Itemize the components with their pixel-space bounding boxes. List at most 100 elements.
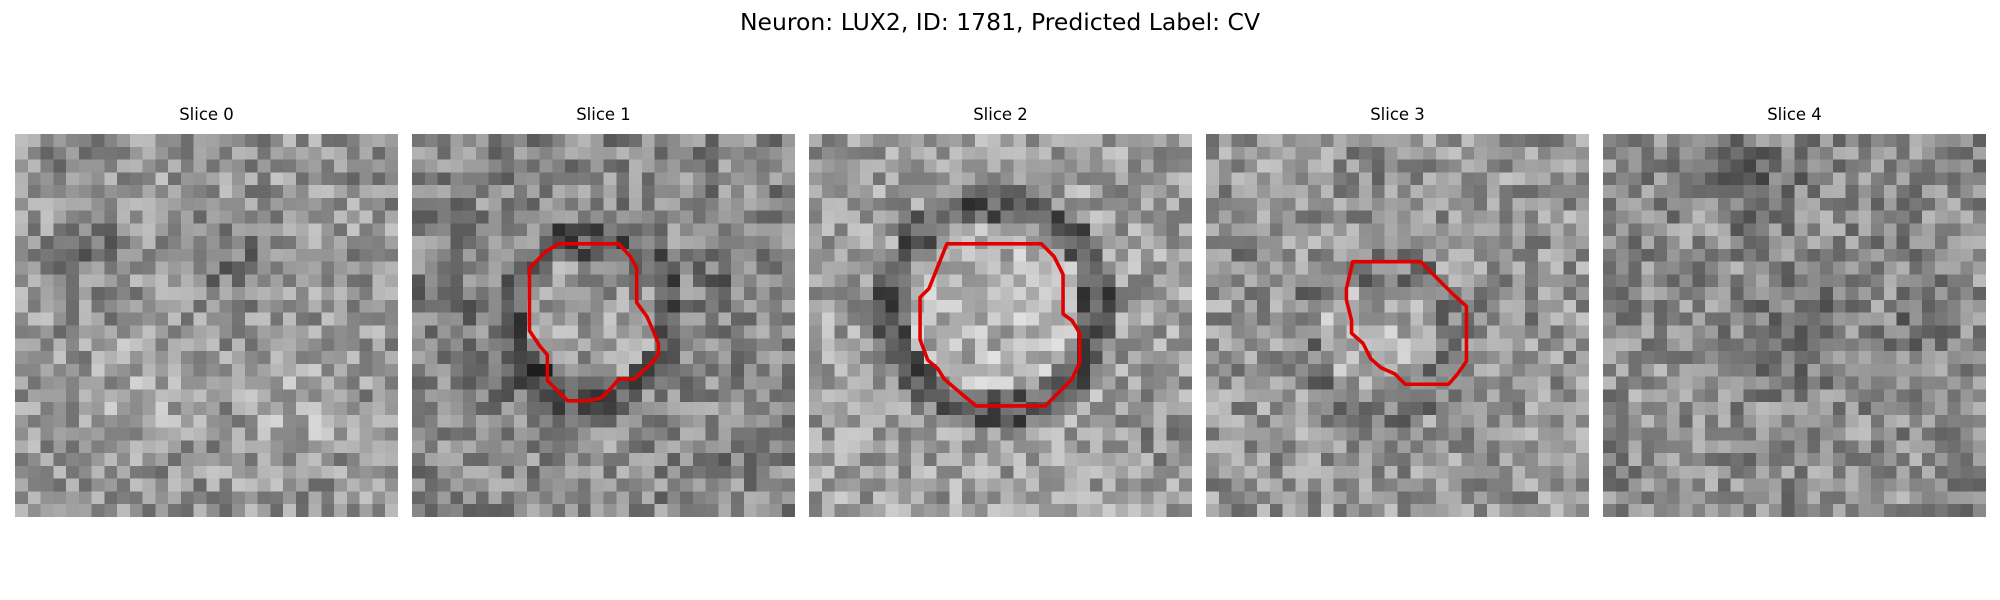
pixel	[1077, 376, 1091, 390]
pixel	[1282, 389, 1296, 403]
pixel	[1692, 159, 1706, 173]
pixel	[308, 261, 322, 275]
pixel	[680, 414, 694, 428]
pixel	[1423, 504, 1437, 517]
pixel	[1960, 134, 1974, 148]
pixel	[1295, 453, 1309, 467]
pixel	[142, 210, 156, 224]
pixel	[283, 376, 297, 390]
pixel	[1756, 287, 1770, 301]
pixel	[1435, 287, 1449, 301]
pixel	[53, 223, 67, 237]
pixel	[1858, 351, 1872, 365]
pixel	[1871, 287, 1885, 301]
pixel	[372, 299, 386, 313]
pixel	[1679, 376, 1693, 390]
pixel	[1654, 248, 1668, 262]
pixel	[1179, 427, 1192, 441]
pixel	[1423, 491, 1437, 505]
pixel	[27, 491, 41, 505]
pixel	[1282, 338, 1296, 352]
pixel	[257, 338, 271, 352]
pixel	[1231, 427, 1245, 441]
pixel	[1244, 210, 1258, 224]
pixel	[769, 504, 783, 517]
pixel	[577, 504, 591, 517]
pixel	[1820, 414, 1834, 428]
pixel	[1359, 504, 1373, 517]
pixel	[1883, 172, 1897, 186]
pixel	[104, 223, 118, 237]
pixel	[769, 376, 783, 390]
pixel	[1679, 236, 1693, 250]
pixel	[834, 440, 848, 454]
pixel	[1654, 427, 1668, 441]
pixel	[1883, 491, 1897, 505]
pixel	[847, 210, 861, 224]
pixel	[168, 146, 182, 160]
pixel	[270, 159, 284, 173]
pixel	[1140, 287, 1154, 301]
pixel	[1115, 478, 1129, 492]
pixel	[1128, 453, 1142, 467]
pixel	[244, 299, 258, 313]
pixel	[1089, 248, 1103, 262]
pixel	[1615, 478, 1629, 492]
pixel	[334, 325, 348, 339]
pixel	[219, 274, 233, 288]
pixel	[1896, 427, 1910, 441]
pixel	[1269, 312, 1283, 326]
pixel	[923, 210, 937, 224]
pixel	[1947, 261, 1961, 275]
pixel	[847, 453, 861, 467]
pixel	[321, 274, 335, 288]
pixel	[1603, 363, 1617, 377]
pixel	[1461, 172, 1475, 186]
pixel	[1282, 172, 1296, 186]
pixel	[1973, 248, 1986, 262]
pixel	[1359, 312, 1373, 326]
pixel	[1934, 440, 1948, 454]
pixel	[872, 146, 886, 160]
pixel	[206, 504, 220, 517]
pixel	[334, 351, 348, 365]
pixel	[667, 376, 681, 390]
pixel	[1641, 261, 1655, 275]
pixel	[1179, 185, 1192, 199]
pixel	[743, 414, 757, 428]
pixel	[577, 261, 591, 275]
pixel	[142, 185, 156, 199]
pixel	[962, 248, 976, 262]
pixel	[450, 453, 464, 467]
pixel	[1282, 159, 1296, 173]
pixel	[756, 312, 770, 326]
pixel	[488, 389, 502, 403]
pixel	[821, 261, 835, 275]
pixel	[769, 274, 783, 288]
pixel	[501, 261, 515, 275]
pixel	[1563, 414, 1577, 428]
pixel	[1717, 223, 1731, 237]
pixel	[1896, 478, 1910, 492]
pixel	[565, 414, 579, 428]
pixel	[911, 236, 925, 250]
pixel	[104, 504, 118, 517]
pixel	[66, 299, 80, 313]
pixel	[244, 351, 258, 365]
pixel	[1615, 248, 1629, 262]
pixel	[117, 427, 131, 441]
pixel	[692, 491, 706, 505]
pixel	[295, 312, 309, 326]
pixel	[66, 402, 80, 416]
pixel	[1692, 274, 1706, 288]
pixel	[1960, 402, 1974, 416]
pixel	[1308, 223, 1322, 237]
pixel	[1666, 185, 1680, 199]
pixel	[1525, 376, 1539, 390]
pixel	[1563, 287, 1577, 301]
pixel	[1845, 440, 1859, 454]
pixel	[180, 491, 194, 505]
pixel	[1717, 134, 1731, 148]
pixel	[974, 274, 988, 288]
pixel	[1153, 159, 1167, 173]
